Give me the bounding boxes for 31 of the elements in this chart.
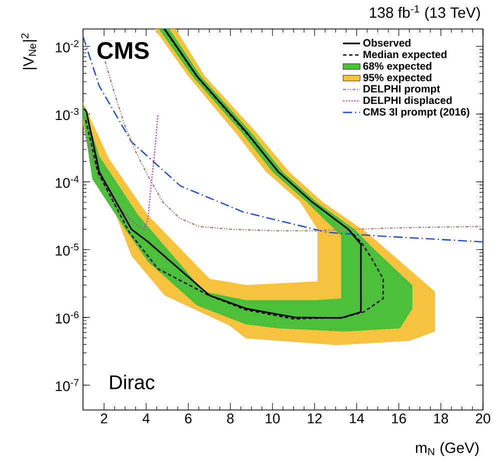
y-tick-label: 10$^{-3}$ bbox=[56, 108, 79, 120]
x-tick-label: 12 bbox=[308, 414, 322, 424]
x-tick-label: 20 bbox=[476, 414, 490, 424]
y-tick-label: 10$^{-6}$ bbox=[56, 311, 79, 324]
x-tick-label: 16 bbox=[392, 414, 406, 424]
line-series bbox=[83, 113, 159, 230]
x-tick-label: 14 bbox=[350, 414, 364, 424]
legend-label: DELPHI displaced bbox=[364, 96, 452, 106]
x-tick-label: 8 bbox=[227, 414, 234, 424]
legend-label: DELPHI prompt bbox=[364, 85, 440, 95]
annotation: CMS bbox=[98, 42, 149, 59]
annotation: Dirac bbox=[110, 374, 154, 390]
y-tick-label: 10$^{-2}$ bbox=[56, 40, 78, 52]
x-axis-title: m$_{N}$ (GeV) bbox=[416, 442, 479, 456]
x-tick-label: 18 bbox=[434, 414, 448, 424]
legend-label: Observed bbox=[363, 38, 410, 47]
x-tick-label: 6 bbox=[185, 414, 192, 424]
legend-label: Median expected bbox=[364, 50, 446, 60]
x-tick-label: 4 bbox=[142, 414, 150, 424]
y-tick-label: 10$^{-7}$ bbox=[56, 379, 78, 392]
legend-label: 95% expected bbox=[363, 74, 432, 84]
y-tick-label: 10$^{-5}$ bbox=[56, 244, 79, 256]
chart-title: 138 fb$^{-1}$ (13 TeV) bbox=[370, 5, 480, 21]
x-tick-label: 2 bbox=[100, 414, 108, 424]
y-tick-label: 10$^{-4}$ bbox=[56, 176, 79, 188]
legend-label: CMS 3l prompt (2016) bbox=[363, 108, 470, 118]
legend-label: 68% expected bbox=[363, 62, 432, 72]
line-series bbox=[104, 60, 484, 232]
y-axis-title: |V$_{Ne}$|$^{2}$ bbox=[21, 34, 37, 70]
line-series bbox=[83, 36, 484, 243]
x-tick-label: 10 bbox=[266, 414, 280, 424]
